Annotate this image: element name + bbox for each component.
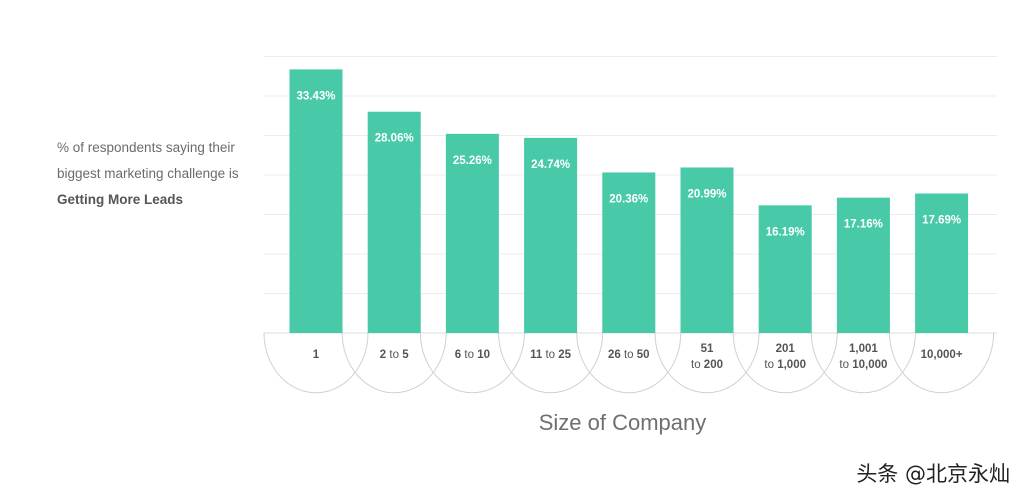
category-label: to 10,000: [839, 359, 887, 371]
x-axis-title: Size of Company: [538, 410, 707, 435]
bar: [524, 137, 578, 333]
bar-value-label: 24.74%: [531, 159, 570, 171]
bar-value-label: 17.69%: [922, 215, 961, 227]
category-label: 1,001: [849, 343, 878, 355]
category-arc: [732, 332, 838, 394]
bar: [758, 205, 812, 333]
bar-value-label: 25.26%: [453, 155, 492, 167]
category-arc: [263, 332, 369, 394]
category-labels: 1 2 to 5 6 to 10 11 to 25 26 to 50 51 to 200 20…: [313, 343, 963, 371]
bar-value-label: 20.36%: [609, 193, 648, 205]
bar: [602, 172, 656, 333]
bar-value-label: 20.99%: [687, 188, 726, 200]
bar: [680, 167, 734, 333]
category-arc: [654, 332, 760, 394]
bar-value-labels: 33.43% 28.06% 25.26% 24.74% 20.36% 20.99% 16.1…: [296, 90, 961, 238]
description-line-2: biggest marketing challenge is: [57, 166, 239, 181]
category-label: 2 to 5: [380, 349, 409, 361]
category-arc: [889, 332, 995, 394]
watermark: 头条 @北京永灿: [856, 462, 1010, 486]
bar-value-label: 16.19%: [766, 226, 805, 238]
bar-value-label: 33.43%: [296, 90, 335, 102]
category-label: 10,000+: [921, 349, 963, 361]
bar: [915, 193, 969, 333]
bar: [289, 69, 343, 334]
category-arc: [419, 332, 525, 394]
category-arcs: [263, 332, 995, 394]
description-line-1: % of respondents saying their: [57, 140, 235, 155]
bar: [367, 111, 421, 333]
bars: [289, 69, 969, 334]
bar: [836, 197, 890, 333]
category-label: to 200: [691, 359, 723, 371]
category-arc: [498, 332, 604, 394]
category-arc: [341, 332, 447, 394]
category-label: 51: [701, 343, 714, 355]
bar: [445, 133, 499, 333]
chart-description: % of respondents saying their biggest ma…: [57, 135, 267, 213]
category-arc: [810, 332, 916, 394]
category-label: 1: [313, 349, 320, 361]
category-label: to 1,000: [764, 359, 806, 371]
bar-value-label: 17.16%: [844, 219, 883, 231]
category-arc: [576, 332, 682, 394]
category-label: 201: [776, 343, 796, 355]
bar-value-label: 28.06%: [375, 133, 414, 145]
category-label: 11 to 25: [530, 349, 572, 361]
description-highlight: Getting More Leads: [57, 192, 184, 207]
category-label: 26 to 50: [608, 349, 650, 361]
category-label: 6 to 10: [455, 349, 490, 361]
